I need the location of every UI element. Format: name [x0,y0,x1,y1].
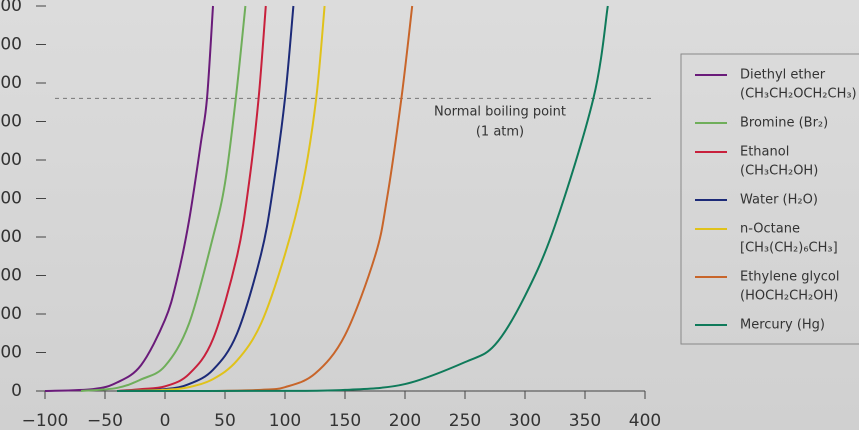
legend-label: n-Octane [740,222,800,237]
series-line [116,5,609,392]
y-tick-label: 0 [11,381,22,401]
x-tick-label: 150 [329,411,361,430]
annotation: Normal boiling point [434,105,566,120]
legend-label: Diethyl ether [740,68,826,83]
x-tick-label: 350 [569,411,601,430]
legend-formula: (CH₃CH₂OH) [740,164,818,179]
x-tick-label: −50 [87,411,123,430]
legend-formula: [CH₃(CH₂)₆CH₃] [740,241,838,256]
series-line [212,5,414,392]
series-line [44,5,214,392]
legend-label: Bromine (Br₂) [740,116,828,131]
legend-label: Mercury (Hg) [740,318,825,333]
x-tick-label: 200 [389,411,421,430]
x-tick-label: 250 [449,411,481,430]
legend-formula: (CH₃CH₂OCH₂CH₃) [740,87,857,102]
series-line [116,5,326,392]
x-tick-label: 400 [629,411,661,430]
legend-box [680,53,859,345]
x-tick-label: 100 [269,411,301,430]
y-tick-label: 1000 [0,0,22,16]
series-line [116,5,267,392]
legend-label: Ethylene glycol [740,270,840,285]
legend-label: Water (H₂O) [740,193,818,208]
y-tick-label: 200 [0,304,22,324]
series-line [80,5,247,392]
legend-label: Ethanol [740,145,789,160]
y-tick-label: 700 [0,112,22,132]
legend-formula: (HOCH₂CH₂OH) [740,289,838,304]
x-tick-label: 0 [160,411,171,430]
x-tick-label: 300 [509,411,541,430]
y-tick-label: 300 [0,266,22,286]
y-tick-label: 900 [0,35,22,55]
x-tick-label: 50 [214,411,236,430]
y-tick-label: 100 [0,343,22,363]
annotation: (1 atm) [476,125,524,140]
y-tick-label: 400 [0,227,22,247]
x-tick-label: −100 [22,411,69,430]
y-tick-label: 600 [0,150,22,170]
y-tick-label: 500 [0,189,22,209]
series-line [116,5,295,392]
y-tick-label: 800 [0,73,22,93]
